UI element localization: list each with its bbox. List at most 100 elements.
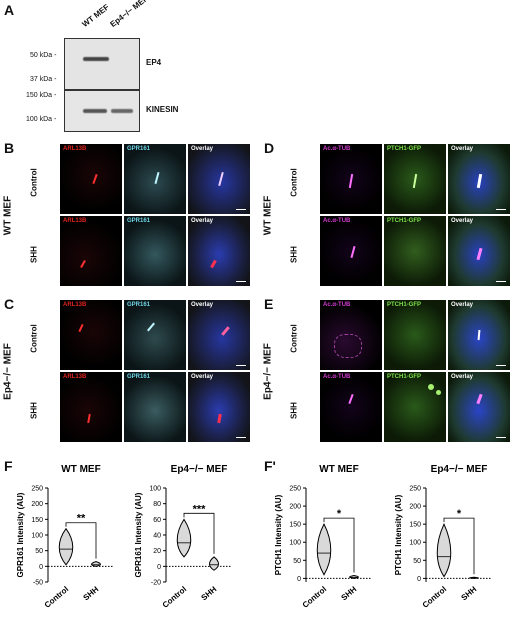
channel-label: PTCH1-GFP bbox=[387, 218, 422, 224]
channel-label: Ac.α-TUB bbox=[323, 302, 351, 308]
channel-label: PTCH1-GFP bbox=[387, 146, 422, 152]
significance-bracket bbox=[323, 517, 355, 573]
y-axis-label: PTCH1 Intensity (AU) bbox=[274, 494, 283, 575]
lane-label-ko: Ep4−/− MEF bbox=[108, 0, 150, 29]
violin-shh bbox=[209, 556, 219, 571]
image-d-control-actub: Ac.α-TUB bbox=[320, 144, 382, 214]
y-tick-label: 80 bbox=[153, 501, 161, 508]
y-tick-label: 50 bbox=[293, 558, 301, 565]
significance-bracket bbox=[183, 512, 215, 554]
chart-f-wt: WT MEF GPR161 Intensity (AU) -50 0 50 100 150 2… bbox=[16, 464, 114, 610]
blot-kinesin bbox=[64, 90, 140, 132]
y-tick-label: 250 bbox=[31, 486, 43, 493]
channel-label: Overlay bbox=[191, 146, 214, 152]
y-tick-label: -50 bbox=[33, 580, 43, 587]
y-tick-label: 200 bbox=[289, 504, 301, 511]
row-label-shh-b: SHH bbox=[29, 246, 39, 263]
image-c-control-overlay: Overlay bbox=[188, 300, 250, 370]
significance-marker: *** bbox=[193, 503, 207, 515]
chart-title: WT MEF bbox=[319, 464, 358, 475]
marker-100: 100 kDa - bbox=[26, 116, 57, 123]
channel-label: Overlay bbox=[451, 146, 474, 152]
row-label-shh-d: SHH bbox=[289, 246, 299, 263]
violin-control bbox=[316, 523, 332, 576]
y-axis-label: PTCH1 Intensity (AU) bbox=[394, 494, 403, 575]
image-e-control-actub: Ac.α-TUB bbox=[320, 300, 382, 370]
y-tick-label: 100 bbox=[409, 540, 421, 547]
x-tick-label: SHH bbox=[340, 584, 359, 602]
image-b-shh-arl13b: ARL13B bbox=[60, 216, 122, 286]
image-c-shh-gpr161: GPR161 bbox=[124, 372, 186, 442]
row-label-control-b: Control bbox=[29, 168, 39, 197]
panel-label-fprime: F' bbox=[264, 458, 276, 474]
y-tick-label: 150 bbox=[409, 522, 421, 529]
chart-fp-wt: WT MEF PTCH1 Intensity (AU) 0 50 100 150 200 25… bbox=[274, 464, 372, 610]
y-tick-label: 20 bbox=[153, 548, 161, 555]
panel-label-e: E bbox=[264, 296, 274, 312]
x-tick-label: Control bbox=[43, 585, 71, 610]
significance-marker: * bbox=[337, 508, 342, 520]
panel-label-f: F bbox=[4, 458, 13, 474]
chart-title: WT MEF bbox=[61, 464, 100, 475]
y-tick-label: 0 bbox=[417, 576, 421, 583]
row-label-control-e: Control bbox=[289, 324, 299, 353]
panel-label-d: D bbox=[264, 140, 275, 156]
row-label-control-d: Control bbox=[289, 168, 299, 197]
image-b-control-arl13b: ARL13B bbox=[60, 144, 122, 214]
channel-label: ARL13B bbox=[63, 218, 87, 224]
image-d-control-ptch1: PTCH1-GFP bbox=[384, 144, 446, 214]
band-kinesin-ko bbox=[111, 109, 133, 113]
channel-label: ARL13B bbox=[63, 374, 87, 380]
label-kinesin: KINESIN bbox=[146, 105, 179, 114]
image-e-shh-actub: Ac.α-TUB bbox=[320, 372, 382, 442]
y-tick-label: 0 bbox=[157, 564, 161, 571]
y-tick-label: 0 bbox=[39, 564, 43, 571]
channel-label: Ac.α-TUB bbox=[323, 374, 351, 380]
channel-label: Overlay bbox=[451, 302, 474, 308]
channel-label: Overlay bbox=[191, 302, 214, 308]
image-c-control-arl13b: ARL13B bbox=[60, 300, 122, 370]
image-e-shh-overlay: Overlay bbox=[448, 372, 510, 442]
y-tick-label: 60 bbox=[153, 517, 161, 524]
image-b-shh-overlay: Overlay bbox=[188, 216, 250, 286]
image-e-control-ptch1: PTCH1-GFP bbox=[384, 300, 446, 370]
scale-bar bbox=[236, 281, 246, 282]
y-tick-label: 100 bbox=[31, 533, 43, 540]
image-e-shh-ptch1: PTCH1-GFP bbox=[384, 372, 446, 442]
group-label-e: Ep4−/− MEF bbox=[262, 343, 274, 400]
image-b-shh-gpr161: GPR161 bbox=[124, 216, 186, 286]
label-ep4: EP4 bbox=[146, 58, 162, 67]
scale-bar bbox=[236, 209, 246, 210]
panel-label-a: A bbox=[4, 2, 15, 18]
channel-label: PTCH1-GFP bbox=[387, 374, 422, 380]
y-tick-label: 250 bbox=[409, 486, 421, 493]
scale-bar bbox=[236, 365, 246, 366]
chart-title: Ep4−/− MEF bbox=[431, 464, 488, 475]
scale-bar bbox=[496, 281, 506, 282]
y-tick-label: 150 bbox=[31, 517, 43, 524]
channel-label: Ac.α-TUB bbox=[323, 146, 351, 152]
image-c-shh-arl13b: ARL13B bbox=[60, 372, 122, 442]
blot-ep4 bbox=[64, 38, 140, 90]
channel-label: GPR161 bbox=[127, 146, 151, 152]
y-tick-label: 250 bbox=[289, 486, 301, 493]
y-tick-label: 0 bbox=[297, 576, 301, 583]
x-tick-label: SHH bbox=[200, 584, 219, 602]
channel-label: Overlay bbox=[451, 374, 474, 380]
y-tick-label: 100 bbox=[149, 486, 161, 493]
panel-label-c: C bbox=[4, 296, 15, 312]
channel-label: Overlay bbox=[191, 218, 214, 224]
scale-bar bbox=[496, 437, 506, 438]
y-axis-label: GPR161 Intensity (AU) bbox=[16, 492, 25, 577]
violin-control bbox=[436, 522, 452, 578]
channel-label: ARL13B bbox=[63, 302, 87, 308]
violin-shh bbox=[91, 561, 101, 567]
channel-label: Ac.α-TUB bbox=[323, 218, 351, 224]
y-tick-label: 100 bbox=[289, 540, 301, 547]
significance-marker: ** bbox=[77, 513, 86, 525]
image-c-control-gpr161: GPR161 bbox=[124, 300, 186, 370]
scale-bar bbox=[496, 365, 506, 366]
x-tick-label: SHH bbox=[82, 584, 101, 602]
y-tick-label: 200 bbox=[31, 501, 43, 508]
violin-control bbox=[176, 518, 192, 558]
